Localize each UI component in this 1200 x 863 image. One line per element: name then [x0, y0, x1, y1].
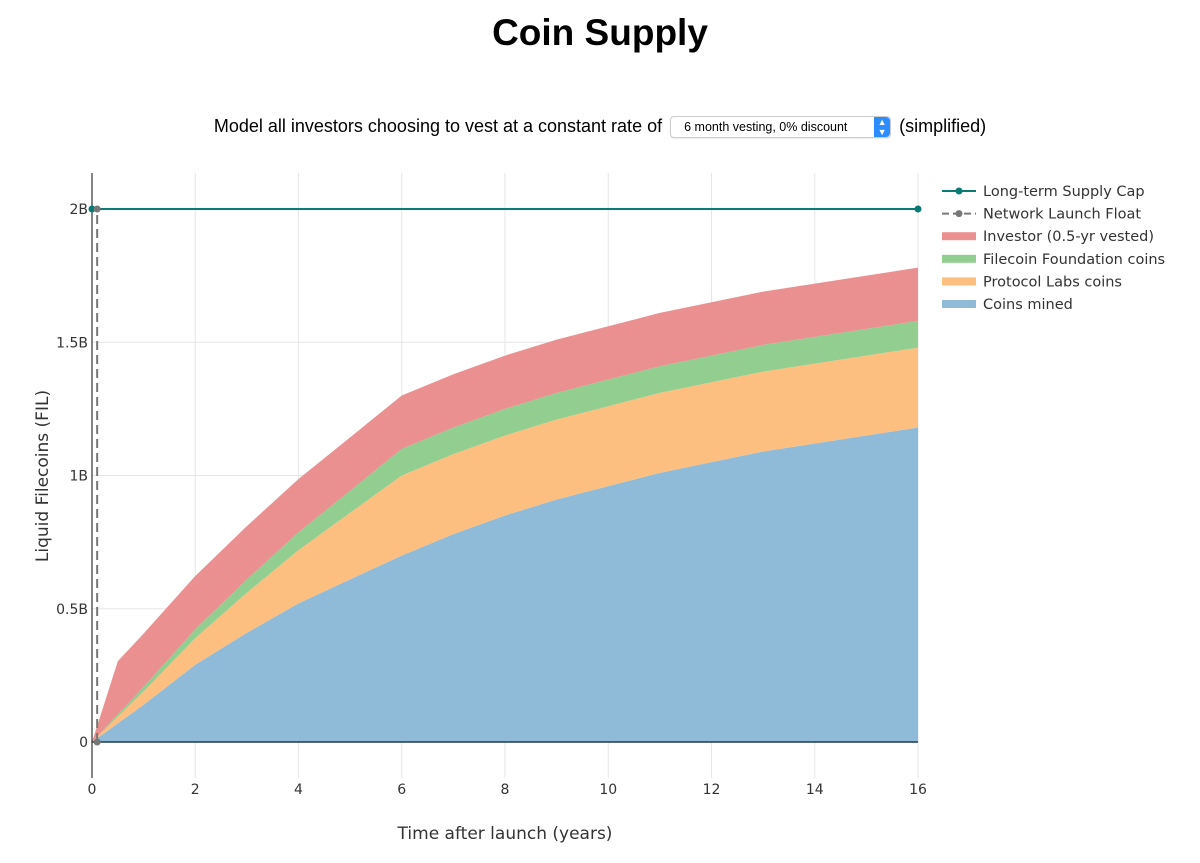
- x-tick-label: 0: [88, 782, 97, 798]
- x-tick-label: 6: [397, 782, 406, 798]
- legend-label: Long-term Supply Cap: [983, 184, 1145, 200]
- y-tick-label: 2B: [69, 202, 88, 218]
- legend-item[interactable]: Investor (0.5-yr vested): [942, 229, 1154, 245]
- axes: 0 2 4 6 8 10 12 14 16 0 0.5B 1B 1.5B 2B: [56, 173, 927, 798]
- x-tick-label: 14: [806, 782, 824, 798]
- legend-item[interactable]: Filecoin Foundation coins: [942, 252, 1165, 268]
- area-coins-mined: [92, 427, 918, 742]
- legend: Long-term Supply Cap Network Launch Float…: [942, 184, 1165, 313]
- vesting-select[interactable]: 6 month vesting, 0% discount ▲ ▼: [670, 116, 892, 139]
- control-prefix: Model all investors choosing to vest at …: [213, 116, 663, 136]
- y-tick-label: 0.5B: [56, 602, 88, 618]
- reference-lines: [88, 205, 922, 746]
- long-term-supply-cap-marker: [914, 205, 922, 213]
- area-protocol-labs-coins: [92, 347, 918, 742]
- vesting-select-value: 6 month vesting, 0% discount: [684, 120, 848, 135]
- y-tick-label: 1.5B: [56, 335, 88, 351]
- long-term-supply-cap-marker: [88, 205, 96, 213]
- legend-label: Filecoin Foundation coins: [983, 252, 1165, 268]
- x-tick-label: 12: [703, 782, 721, 798]
- legend-marker: [955, 187, 963, 195]
- legend-area-swatch: [942, 254, 976, 263]
- x-tick-label: 10: [599, 782, 617, 798]
- select-chevron-icon: ▲ ▼: [874, 117, 891, 138]
- legend-area-swatch: [942, 300, 976, 308]
- y-axis-label: Liquid Filecoins (FIL): [33, 390, 53, 562]
- x-tick-label: 4: [294, 782, 303, 798]
- legend-label: Investor (0.5-yr vested): [983, 229, 1154, 245]
- stacked-areas: [92, 267, 918, 742]
- network-launch-float-marker: [93, 205, 101, 213]
- area-investor-0-5-yr-vested-: [92, 267, 918, 742]
- x-tick-label: 8: [501, 782, 510, 798]
- vesting-control: Model all investors choosing to vest at …: [0, 116, 1200, 139]
- page-title: Coin Supply: [492, 12, 708, 53]
- legend-area-swatch: [942, 232, 976, 241]
- legend-label: Protocol Labs coins: [983, 274, 1122, 290]
- legend-item[interactable]: Protocol Labs coins: [942, 274, 1122, 290]
- y-tick-label: 0: [79, 735, 88, 751]
- legend-item[interactable]: Long-term Supply Cap: [942, 184, 1145, 200]
- legend-label: Network Launch Float: [983, 207, 1141, 223]
- x-axis-label: Time after launch (years): [397, 824, 613, 844]
- legend-item[interactable]: Network Launch Float: [942, 207, 1141, 223]
- legend-label: Coins mined: [983, 297, 1073, 313]
- x-tick-label: 16: [909, 782, 927, 798]
- y-tick-label: 1B: [69, 469, 88, 485]
- x-tick-label: 2: [191, 782, 200, 798]
- legend-marker: [955, 210, 963, 218]
- control-suffix: (simplified): [899, 116, 987, 136]
- legend-item[interactable]: Coins mined: [942, 297, 1073, 313]
- network-launch-float-marker: [93, 738, 101, 746]
- legend-area-swatch: [942, 277, 976, 286]
